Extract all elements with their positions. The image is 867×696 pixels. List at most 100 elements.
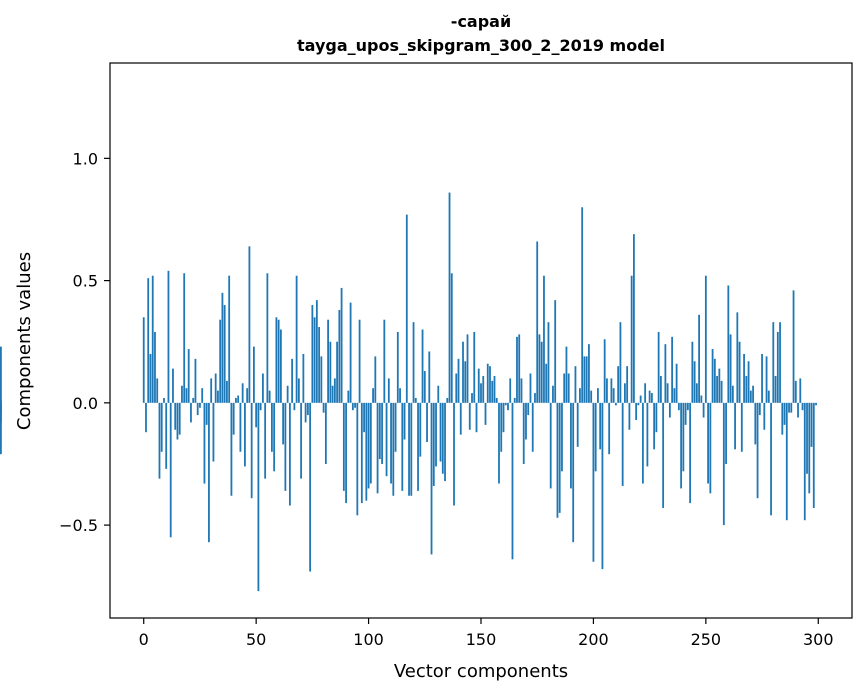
bar bbox=[668, 402, 671, 418]
y-tick-label: −0.5 bbox=[59, 516, 98, 535]
bar bbox=[482, 375, 485, 403]
bar bbox=[172, 368, 174, 403]
bar bbox=[621, 402, 624, 486]
bar bbox=[797, 402, 799, 418]
bar bbox=[592, 402, 595, 562]
bar bbox=[770, 402, 772, 516]
bar bbox=[401, 402, 404, 491]
bar bbox=[349, 302, 352, 403]
bar bbox=[635, 402, 638, 420]
bar bbox=[378, 402, 381, 460]
bar bbox=[462, 341, 464, 403]
bar bbox=[396, 331, 399, 403]
bar bbox=[174, 402, 177, 430]
bar bbox=[785, 402, 788, 521]
bar bbox=[648, 390, 651, 403]
bar bbox=[500, 402, 503, 452]
bar bbox=[363, 402, 365, 433]
bar bbox=[516, 336, 518, 403]
bar bbox=[226, 380, 228, 403]
bar bbox=[722, 402, 725, 526]
bar bbox=[439, 402, 442, 462]
bar bbox=[466, 334, 469, 403]
bar bbox=[457, 358, 460, 403]
bar bbox=[165, 402, 168, 469]
bar bbox=[700, 395, 703, 403]
bar bbox=[453, 402, 455, 506]
bar bbox=[273, 402, 276, 472]
bar bbox=[788, 402, 790, 413]
bar bbox=[297, 378, 300, 403]
bar bbox=[217, 390, 219, 403]
bar bbox=[581, 207, 584, 403]
bar bbox=[563, 373, 566, 403]
bar bbox=[340, 287, 343, 403]
bar bbox=[223, 305, 226, 403]
bar bbox=[491, 380, 494, 403]
bar bbox=[644, 383, 647, 403]
bar bbox=[329, 341, 332, 403]
bar bbox=[183, 273, 186, 403]
bar bbox=[199, 402, 201, 408]
bar bbox=[588, 344, 590, 403]
bar bbox=[502, 402, 505, 433]
bar bbox=[617, 366, 620, 403]
bar bbox=[333, 378, 336, 403]
bar bbox=[369, 402, 372, 484]
bar bbox=[574, 366, 577, 403]
bar bbox=[331, 385, 334, 403]
bar bbox=[163, 397, 165, 403]
bar bbox=[399, 388, 401, 403]
bar bbox=[185, 388, 188, 403]
bar bbox=[288, 402, 291, 506]
bar bbox=[702, 402, 705, 418]
bar bbox=[327, 319, 329, 403]
bar bbox=[154, 331, 156, 403]
bar bbox=[545, 363, 548, 403]
bar bbox=[392, 402, 395, 496]
bar bbox=[160, 402, 163, 452]
bar bbox=[767, 390, 770, 403]
bar bbox=[201, 388, 204, 403]
bar bbox=[538, 334, 541, 403]
bar bbox=[315, 300, 318, 403]
bar bbox=[435, 402, 437, 467]
bar bbox=[718, 368, 721, 403]
bar bbox=[653, 402, 656, 450]
bar bbox=[365, 402, 368, 501]
bar bbox=[428, 351, 431, 403]
bar bbox=[754, 402, 757, 445]
bar bbox=[158, 402, 161, 479]
bar bbox=[637, 402, 640, 406]
chart-subtitle: tayga_upos_skipgram_300_2_2019 model bbox=[297, 36, 665, 55]
bar bbox=[275, 317, 278, 403]
bar bbox=[624, 383, 626, 403]
bar bbox=[405, 214, 408, 403]
bar bbox=[282, 402, 285, 445]
bar bbox=[752, 385, 754, 403]
bar bbox=[695, 383, 698, 403]
bar bbox=[291, 358, 294, 403]
bar bbox=[662, 402, 665, 508]
bar bbox=[489, 366, 491, 403]
bar bbox=[531, 402, 534, 452]
bar bbox=[284, 402, 287, 491]
y-tick-label: 1.0 bbox=[73, 149, 98, 168]
bar bbox=[736, 312, 739, 403]
bar bbox=[603, 339, 606, 403]
bar bbox=[567, 373, 570, 403]
bar bbox=[286, 385, 289, 403]
bar bbox=[749, 390, 752, 403]
bar bbox=[765, 356, 768, 403]
bar bbox=[351, 402, 354, 411]
bar bbox=[734, 402, 736, 450]
bar bbox=[534, 393, 536, 403]
bar bbox=[729, 334, 732, 403]
bar bbox=[214, 373, 217, 403]
bar bbox=[169, 402, 172, 538]
bar bbox=[671, 336, 674, 403]
bar bbox=[639, 395, 642, 403]
bar bbox=[572, 402, 575, 543]
x-tick-label: 50 bbox=[246, 630, 266, 649]
bar bbox=[181, 385, 183, 403]
